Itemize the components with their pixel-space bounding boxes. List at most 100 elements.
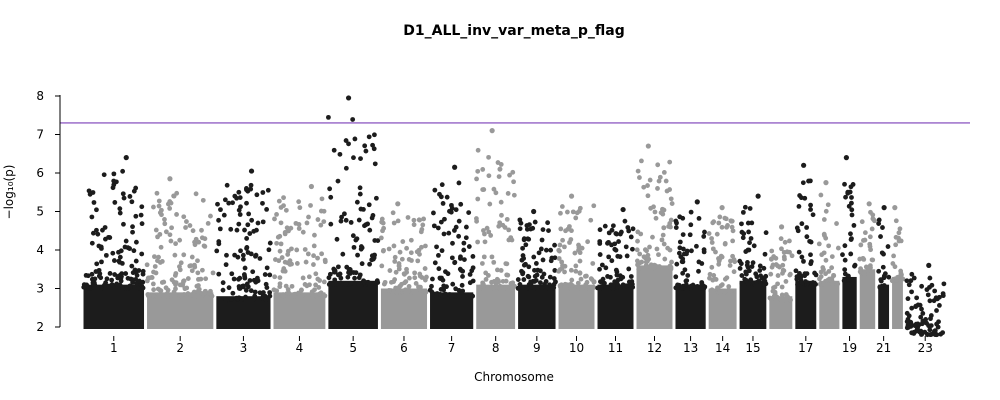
snp-point (754, 280, 759, 285)
snp-point (242, 227, 247, 233)
snp-point (491, 259, 497, 265)
snp-point (236, 221, 242, 227)
snp-point (328, 221, 334, 227)
peak-point (345, 95, 352, 101)
snp-point (382, 279, 388, 285)
snp-point (432, 187, 438, 193)
snp-point (722, 276, 728, 282)
snp-point (710, 220, 716, 226)
snp-point (224, 182, 230, 188)
snp-point (153, 227, 159, 233)
snp-point (250, 269, 256, 275)
snp-point (112, 272, 118, 277)
snp-point (135, 285, 141, 291)
snp-point (551, 276, 557, 281)
snp-point (302, 247, 308, 252)
snp-point (751, 243, 757, 249)
snp-point (241, 272, 247, 277)
snp-point (283, 207, 289, 213)
snp-point (750, 260, 756, 266)
snp-point (664, 188, 670, 194)
snp-point (879, 285, 885, 291)
snp-point (172, 273, 178, 278)
snp-point (668, 196, 674, 202)
snp-point (484, 225, 490, 231)
snp-point (234, 295, 239, 301)
snp-point (835, 281, 841, 287)
snp-point (928, 323, 934, 328)
snp-point (353, 270, 359, 276)
snp-point (840, 252, 845, 258)
snp-point (97, 271, 103, 277)
snp-point (193, 236, 199, 242)
snp-point (475, 168, 481, 174)
snp-point (842, 181, 847, 187)
snp-point (684, 248, 690, 254)
snp-point (576, 245, 582, 250)
snp-point (456, 287, 462, 293)
snp-point (800, 180, 806, 186)
snp-point (645, 183, 650, 188)
snp-point (202, 290, 207, 296)
snp-point (674, 261, 680, 267)
snp-point (559, 204, 565, 209)
snp-point (609, 258, 615, 264)
snp-point (442, 293, 448, 299)
snp-point (139, 221, 145, 227)
snp-point (577, 205, 583, 211)
snp-point (925, 292, 931, 298)
point-cloud-band (769, 296, 793, 329)
snp-point (637, 260, 643, 266)
snp-point (346, 270, 351, 276)
snp-point (436, 253, 441, 258)
snp-point (584, 273, 589, 279)
snp-point (131, 248, 137, 254)
snp-point (249, 217, 255, 223)
snp-point (905, 296, 911, 302)
snp-point (677, 239, 683, 245)
snp-point (226, 285, 232, 291)
snp-point (880, 225, 885, 230)
snp-point (177, 282, 183, 288)
snp-point (199, 227, 204, 233)
snp-point (319, 196, 325, 202)
snp-point (489, 286, 494, 291)
snp-point (285, 248, 291, 254)
snp-point (304, 220, 310, 226)
snp-point (793, 268, 799, 274)
snp-point (517, 226, 523, 232)
snp-point (775, 281, 780, 287)
snp-point (816, 241, 822, 247)
snp-point (84, 282, 90, 288)
x-axis-label: Chromosome (474, 370, 554, 384)
snp-point (89, 240, 95, 246)
snp-point (941, 281, 947, 287)
snp-point (244, 236, 250, 241)
snp-point (474, 216, 479, 221)
snp-point (549, 255, 555, 261)
snp-point (332, 268, 338, 273)
snp-point (518, 220, 524, 226)
snp-point (542, 281, 547, 287)
snp-point (647, 177, 653, 183)
snp-point (680, 232, 686, 237)
snp-point (876, 268, 882, 274)
snp-point (438, 276, 443, 281)
snp-point (779, 284, 785, 290)
snp-point (719, 282, 725, 288)
snp-point (496, 174, 502, 180)
snp-point (577, 250, 583, 256)
snp-point (728, 258, 733, 264)
snp-point (663, 266, 669, 272)
snp-point (192, 262, 197, 268)
snp-point (821, 281, 827, 287)
snp-point (726, 284, 732, 289)
snp-point (482, 239, 488, 245)
snp-point (701, 247, 707, 253)
snp-point (193, 191, 199, 197)
snp-point (796, 249, 802, 255)
snp-point (613, 231, 619, 236)
snp-point (679, 259, 685, 265)
snp-point (386, 288, 392, 293)
snp-point (378, 235, 384, 241)
